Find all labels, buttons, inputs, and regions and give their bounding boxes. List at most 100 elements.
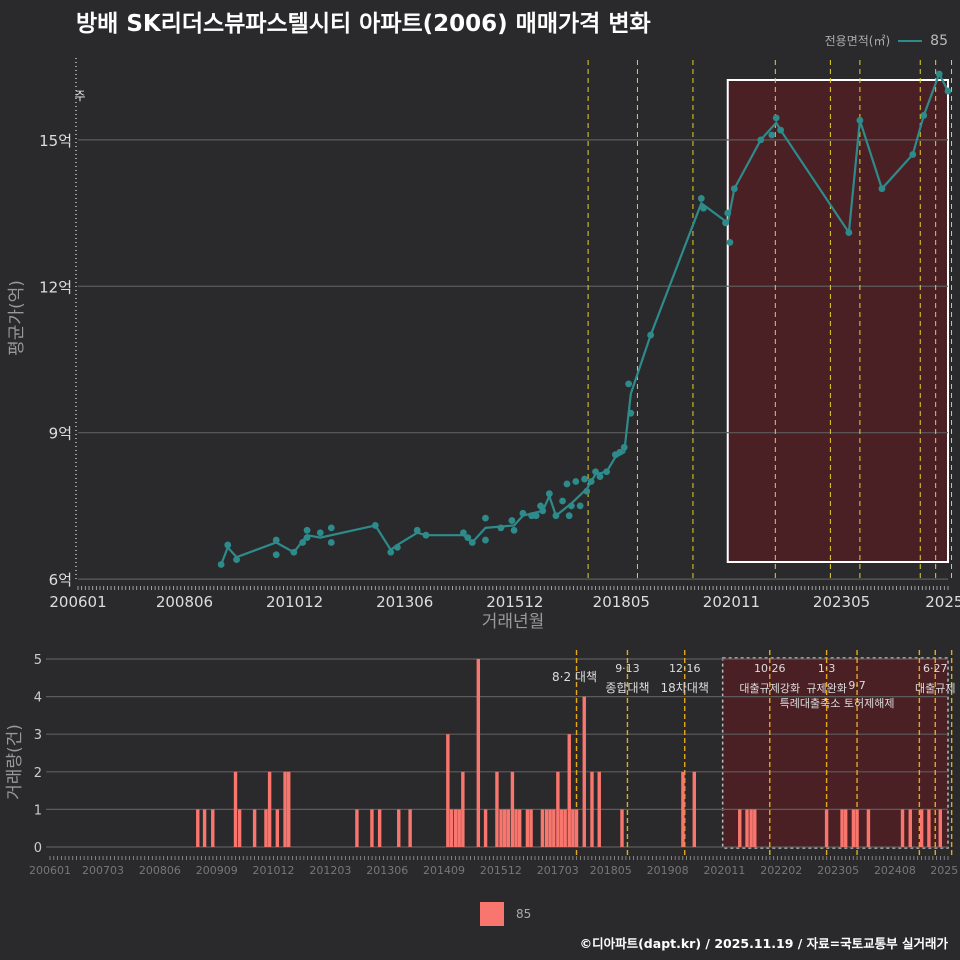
line-data-point	[583, 487, 591, 495]
bar-volume-bar	[370, 809, 374, 847]
bar-xtick-label: 201203	[309, 864, 351, 877]
line-data-point	[552, 512, 560, 520]
line-data-point	[327, 524, 335, 532]
line-data-point	[724, 209, 732, 217]
bar-volume-bar	[287, 771, 291, 847]
bar-xtick-label: 201306	[366, 864, 408, 877]
line-data-point	[387, 548, 395, 556]
bar-volume-bar	[938, 809, 942, 847]
bar-volume-bar	[620, 809, 624, 847]
bar-ytick-label: 3	[34, 728, 42, 743]
bar-volume-bar	[461, 771, 465, 847]
line-data-point	[224, 541, 232, 549]
bar-volume-bar	[824, 809, 829, 847]
bar-volume-bar	[252, 809, 257, 847]
bar-volume-bar	[499, 809, 503, 847]
bar-volume-bar	[283, 771, 287, 847]
line-data-point	[581, 475, 588, 483]
line-data-point	[768, 131, 776, 139]
line-data-point	[587, 478, 595, 485]
bar-policy-label: 대출규제	[915, 682, 955, 695]
line-data-point	[532, 512, 540, 520]
bar-legend: 85	[480, 902, 531, 926]
line-data-point	[700, 204, 707, 212]
line-data-point	[567, 502, 575, 510]
bar-policy-date: 1·3	[818, 662, 836, 675]
bar-xtick-label: 202011	[703, 864, 745, 877]
line-data-point	[730, 185, 738, 193]
line-data-point	[856, 116, 864, 124]
bar-volume-bar	[211, 809, 215, 847]
line-data-point	[303, 534, 311, 542]
bar-volume-bar	[908, 809, 912, 847]
line-data-point	[468, 539, 476, 546]
bar-xtick-label: 202305	[817, 864, 859, 877]
bar-policy-label: 종합대책	[605, 680, 649, 695]
bar-volume-bar	[264, 809, 268, 847]
bar-volume-bar	[495, 771, 499, 847]
line-data-point	[460, 529, 467, 537]
line-ytick-label: 15억	[39, 132, 72, 150]
line-xtick-label: 200806	[156, 593, 213, 611]
bar-xtick-label: 201512	[480, 864, 522, 877]
bar-volume-bar	[517, 809, 522, 847]
line-data-point	[565, 512, 573, 520]
line-data-point	[497, 524, 505, 532]
bar-volume-bar	[559, 809, 564, 847]
bar-volume-bar	[457, 809, 461, 847]
bar-volume-bar	[540, 809, 545, 847]
bar-volume-bar	[840, 809, 844, 847]
line-data-point	[772, 114, 780, 122]
bar-volume-bar	[510, 771, 515, 847]
bar-volume-bar	[355, 809, 359, 847]
line-data-point	[722, 219, 729, 227]
bar-policy-date: 10·26	[754, 662, 786, 675]
bar-legend-label: 85	[516, 907, 532, 921]
bar-xtick-label: 200806	[139, 864, 181, 877]
bar-policy-date: 6·27	[923, 662, 948, 675]
line-data-point	[316, 529, 324, 537]
bar-volume-bar	[449, 809, 454, 847]
bar-xtick-label: 200601	[29, 864, 71, 877]
bar-volume-bar	[851, 809, 856, 847]
bar-volume-bar	[900, 809, 905, 847]
line-data-point	[616, 448, 624, 456]
line-xaxis-title: 거래년월	[482, 612, 545, 632]
bar-volume-bar	[567, 734, 571, 847]
bar-volume-bar	[843, 809, 848, 847]
bar-policy-label: 특례대출축소 토허제해제	[780, 696, 895, 710]
source-caption: ©디아파트(dapt.kr) / 2025.11.19 / 자료=국토교통부 실…	[579, 936, 948, 951]
bar-volume-bar	[506, 809, 511, 847]
line-data-point	[482, 514, 489, 522]
line-data-point	[482, 536, 489, 544]
legend-title: 전용면적(㎡)	[824, 34, 891, 48]
line-data-point	[272, 551, 280, 559]
bar-volume-bar	[738, 809, 742, 847]
line-data-point	[272, 536, 280, 544]
bar-volume-bar	[919, 809, 924, 847]
bar-xtick-label: 200703	[82, 864, 124, 877]
line-data-point	[290, 548, 298, 556]
line-xtick-label: 202011	[703, 593, 760, 611]
bar-policy-annotation: 8·2 대책	[552, 669, 597, 684]
bar-volume-bar	[855, 809, 859, 847]
line-data-point	[757, 136, 765, 144]
bar-ytick-label: 2	[34, 766, 42, 781]
line-xtick-label: 200601	[49, 593, 106, 611]
bar-volume-bar	[377, 809, 382, 847]
line-xtick-label: 202305	[813, 593, 870, 611]
line-data-point	[413, 526, 421, 534]
line-data-point	[327, 539, 335, 546]
line-data-point	[909, 151, 917, 158]
bar-volume-bar	[597, 771, 601, 847]
line-data-point	[592, 468, 599, 476]
legend-line-swatch	[898, 39, 923, 42]
bar-ytick-label: 1	[34, 803, 42, 818]
bar-volume-bar	[753, 809, 757, 847]
bar-volume-bar	[574, 809, 579, 847]
line-data-point	[697, 195, 705, 202]
bar-policy-label: 대출규제강화	[739, 682, 800, 695]
line-note-label: 주	[74, 89, 85, 103]
line-data-point	[563, 480, 571, 488]
bar-volume-bar	[502, 809, 507, 847]
